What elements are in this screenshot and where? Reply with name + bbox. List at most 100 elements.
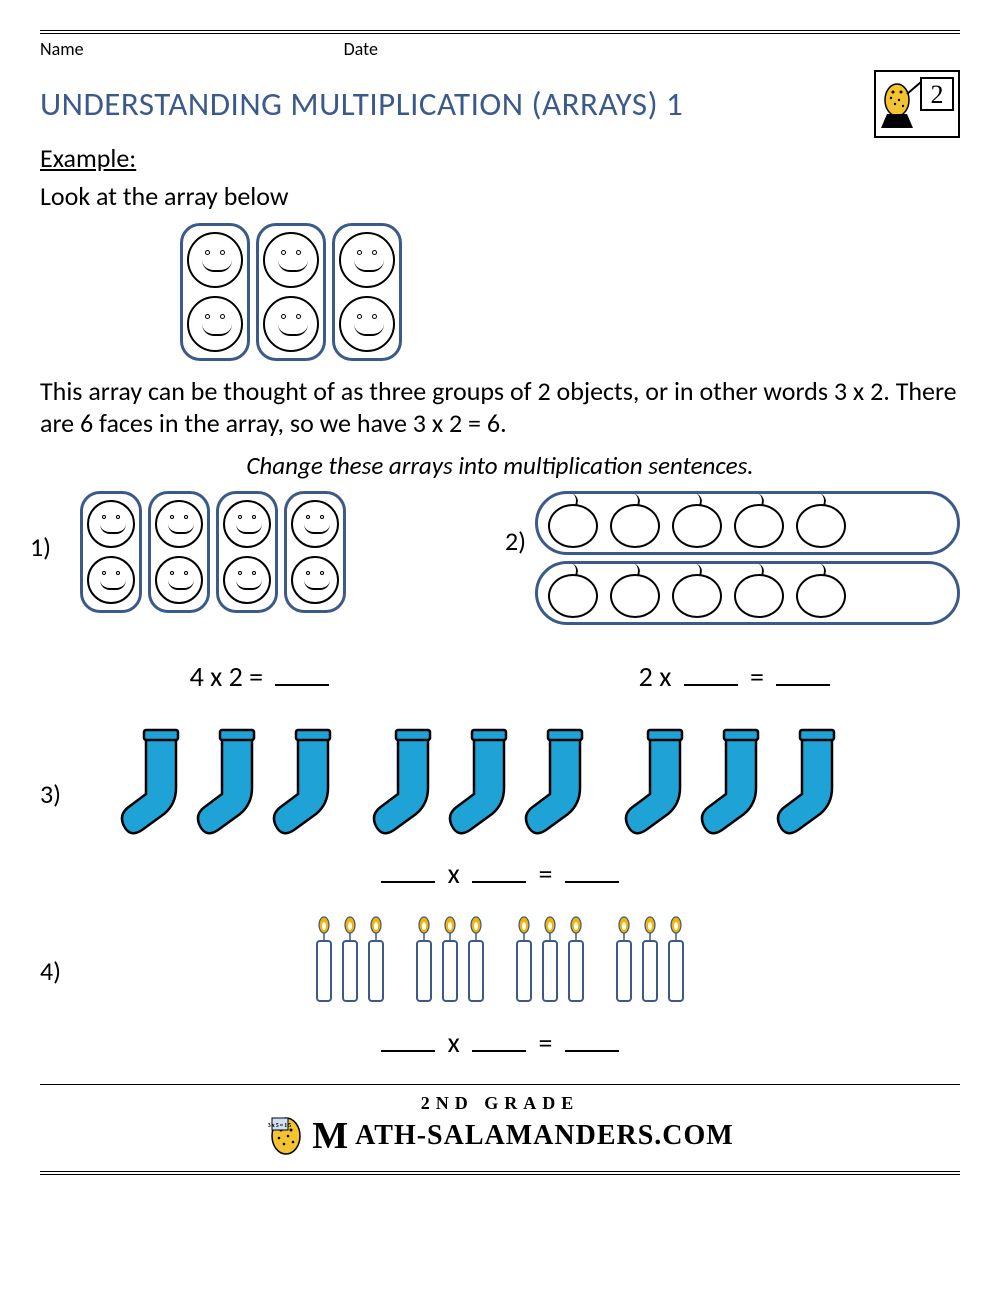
- candle-icon: [665, 915, 687, 1007]
- smiley-face-icon: [87, 500, 135, 548]
- apple-icon: [548, 568, 600, 618]
- apple-icon: [796, 498, 848, 548]
- candle-icon: [565, 915, 587, 1007]
- sock-icon: [524, 728, 594, 838]
- q1-equation: 4 x 2 =: [40, 641, 485, 718]
- apple-icon: [672, 498, 724, 548]
- array-column: [80, 491, 142, 613]
- footer-grade: 2ND GRADE: [40, 1093, 960, 1114]
- salamander-icon: 3x5=15: [266, 1116, 306, 1156]
- header-fields: Name Date: [40, 38, 960, 60]
- sock-icon: [624, 728, 694, 838]
- candle-icon: [365, 915, 387, 1007]
- q2-array: [535, 491, 960, 625]
- smiley-face-icon: [291, 500, 339, 548]
- candle-icon: [613, 915, 635, 1007]
- smiley-face-icon: [291, 556, 339, 604]
- candle-icon: [413, 915, 435, 1007]
- blank[interactable]: [776, 680, 830, 686]
- sock-icon: [776, 728, 846, 838]
- smiley-face-icon: [339, 296, 395, 352]
- candle-icon: [465, 915, 487, 1007]
- eq-sign: =: [750, 659, 764, 694]
- candle-icon: [439, 915, 461, 1007]
- example-array: [180, 223, 960, 361]
- worksheet-page: Name Date UNDERSTANDING MULTIPLICATION (…: [0, 0, 1000, 1195]
- problem-1: 1): [40, 491, 485, 627]
- candle-icon: [539, 915, 561, 1007]
- problem-2: 2): [515, 491, 960, 631]
- smiley-face-icon: [155, 556, 203, 604]
- footer: 2ND GRADE 3x5=15 M ATH-SALAMANDERS.COM: [40, 1084, 960, 1175]
- title-row: UNDERSTANDING MULTIPLICATION (ARRAYS) 1 …: [40, 70, 960, 138]
- candle-icon: [339, 915, 361, 1007]
- sock-icon: [120, 728, 190, 838]
- instruction: Change these arrays into multiplication …: [40, 450, 960, 481]
- candle-group: [413, 915, 487, 1007]
- apple-icon: [734, 568, 786, 618]
- sock-icon: [372, 728, 442, 838]
- sock-group: [120, 728, 342, 838]
- smiley-face-icon: [87, 556, 135, 604]
- q2-equation: 2 x =: [515, 641, 960, 718]
- smiley-face-icon: [223, 556, 271, 604]
- array-column: [256, 223, 326, 361]
- q3-equation: x =: [40, 856, 960, 891]
- x-sign: x: [448, 856, 460, 891]
- problem-3: 3) x =: [40, 728, 960, 891]
- array-row: [535, 561, 960, 625]
- apple-icon: [672, 568, 724, 618]
- q2-number: 2): [505, 525, 526, 557]
- blank[interactable]: [275, 680, 329, 686]
- array-column: [180, 223, 250, 361]
- candle-icon: [313, 915, 335, 1007]
- apple-icon: [548, 498, 600, 548]
- q1-array: [80, 491, 485, 613]
- sock-group: [372, 728, 594, 838]
- eq-sign: =: [538, 856, 552, 891]
- array-row: [535, 491, 960, 555]
- svg-text:3x5=15: 3x5=15: [268, 1123, 292, 1129]
- array-column: [216, 491, 278, 613]
- smiley-face-icon: [339, 232, 395, 288]
- x-sign: x: [448, 1025, 460, 1060]
- equations-row-1: 4 x 2 = 2 x =: [40, 641, 960, 718]
- candle-icon: [639, 915, 661, 1007]
- q4-number: 4): [40, 955, 61, 987]
- q1-number: 1): [30, 531, 51, 563]
- blank[interactable]: [381, 877, 435, 883]
- page-title: UNDERSTANDING MULTIPLICATION (ARRAYS) 1: [40, 84, 683, 124]
- date-label: Date: [344, 38, 378, 60]
- blank[interactable]: [381, 1046, 435, 1052]
- example-label: Example:: [40, 142, 960, 174]
- blank[interactable]: [472, 1046, 526, 1052]
- smiley-face-icon: [263, 296, 319, 352]
- blank[interactable]: [472, 877, 526, 883]
- name-label: Name: [40, 38, 84, 60]
- smiley-face-icon: [155, 500, 203, 548]
- blank[interactable]: [565, 1046, 619, 1052]
- q4-equation: x =: [40, 1025, 960, 1060]
- blank[interactable]: [565, 877, 619, 883]
- candle-icon: [513, 915, 535, 1007]
- problems-row-1: 1) 2): [40, 491, 960, 631]
- apple-icon: [734, 498, 786, 548]
- q1-eq-prefix: 4 x 2 =: [190, 659, 263, 694]
- footer-site: 3x5=15 M ATH-SALAMANDERS.COM: [266, 1114, 733, 1158]
- apple-icon: [610, 568, 662, 618]
- q2-eq-prefix: 2 x: [639, 659, 672, 694]
- smiley-face-icon: [187, 232, 243, 288]
- smiley-face-icon: [223, 500, 271, 548]
- apple-icon: [610, 498, 662, 548]
- top-rule: [40, 30, 960, 34]
- grade-badge: 2: [874, 70, 960, 138]
- apple-icon: [796, 568, 848, 618]
- blank[interactable]: [684, 680, 738, 686]
- candle-group: [313, 915, 387, 1007]
- array-column: [284, 491, 346, 613]
- smiley-face-icon: [187, 296, 243, 352]
- footer-site-text: ATH-SALAMANDERS.COM: [355, 1120, 734, 1152]
- sock-icon: [448, 728, 518, 838]
- grade-number-text: 2: [931, 80, 944, 109]
- sock-icon: [196, 728, 266, 838]
